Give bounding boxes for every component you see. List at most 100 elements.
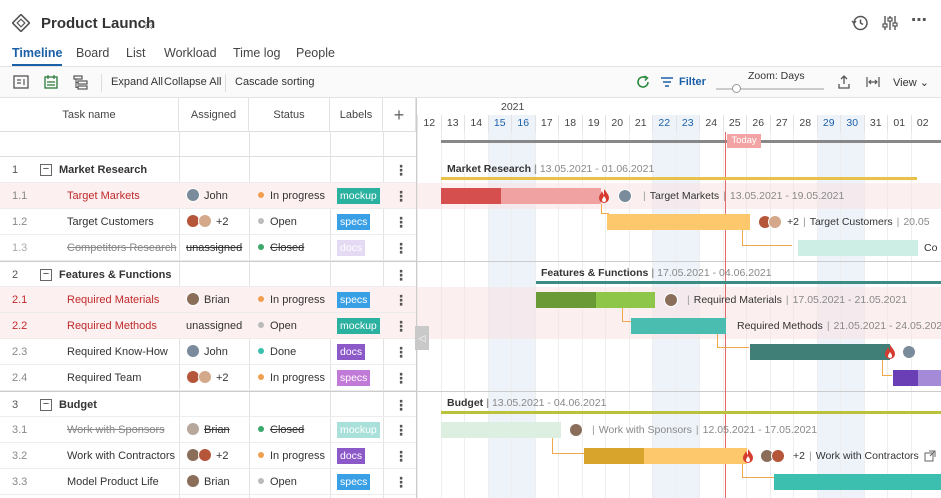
- status[interactable]: In progress: [258, 287, 332, 313]
- collapse-toggle-icon[interactable]: −: [40, 164, 52, 176]
- group-summary-bar[interactable]: [536, 281, 941, 284]
- task-name[interactable]: Model Product Life: [67, 476, 159, 488]
- row-menu-icon[interactable]: ⋮: [394, 474, 408, 490]
- history-icon[interactable]: [851, 14, 869, 32]
- tab-time-log[interactable]: Time log: [233, 46, 281, 60]
- label-chip[interactable]: docs: [337, 344, 366, 360]
- cascade-sorting-button[interactable]: Cascade sorting: [235, 76, 315, 88]
- column-task-name[interactable]: Task name: [0, 98, 179, 132]
- tab-timeline[interactable]: Timeline: [12, 46, 63, 66]
- task-row[interactable]: 3.3 Model Product Life Brian Open specs …: [0, 469, 416, 495]
- label-chip[interactable]: docs: [337, 240, 366, 256]
- refresh-icon[interactable]: [635, 74, 651, 90]
- fit-width-icon[interactable]: [865, 74, 881, 90]
- task-bar[interactable]: [750, 344, 890, 360]
- task-name[interactable]: Required Materials: [67, 294, 160, 306]
- status[interactable]: In progress: [258, 365, 332, 391]
- calendar-icon[interactable]: [43, 74, 59, 90]
- label-chip[interactable]: specs: [337, 474, 371, 490]
- status[interactable]: Open: [258, 313, 332, 339]
- task-row[interactable]: 1.3 Competitors Research unassigned Clos…: [0, 235, 416, 261]
- status[interactable]: In progress: [258, 443, 332, 469]
- filter-button[interactable]: Filter: [679, 76, 706, 88]
- task-bar[interactable]: [607, 214, 750, 230]
- column-assigned[interactable]: Assigned: [179, 98, 249, 132]
- task-name[interactable]: Market Research: [59, 164, 148, 176]
- task-bar[interactable]: [631, 318, 726, 334]
- task-row[interactable]: 2.3 Required Know-How John Done docs ⋮: [0, 339, 416, 365]
- star-icon[interactable]: ☆: [142, 16, 156, 33]
- task-row-group[interactable]: 2 − Features & Functions ⋮: [0, 261, 416, 287]
- row-menu-icon[interactable]: ⋮: [394, 422, 408, 438]
- assignee[interactable]: Brian: [186, 469, 252, 495]
- group-summary-bar[interactable]: [441, 177, 917, 180]
- label-chip[interactable]: docs: [337, 448, 366, 464]
- row-menu-icon[interactable]: ⋮: [394, 344, 408, 360]
- row-menu-icon[interactable]: ⋮: [394, 448, 408, 464]
- zoom-slider-handle[interactable]: [732, 84, 741, 93]
- task-bar[interactable]: [596, 292, 655, 308]
- task-row-group[interactable]: 3 − Budget ⋮: [0, 391, 416, 417]
- toggle-grid-icon[interactable]: [13, 74, 29, 90]
- status[interactable]: Closed: [258, 235, 332, 261]
- tab-workload[interactable]: Workload: [164, 46, 217, 60]
- task-row[interactable]: 2.1 Required Materials Brian In progress…: [0, 287, 416, 313]
- export-icon[interactable]: [836, 74, 852, 90]
- share-icon[interactable]: [924, 450, 936, 462]
- task-name[interactable]: Target Customers: [67, 216, 154, 228]
- task-row[interactable]: 3.1 Work with Sponsors Brian Closed mock…: [0, 417, 416, 443]
- collapse-toggle-icon[interactable]: −: [40, 269, 52, 281]
- label-chip[interactable]: specs: [337, 292, 371, 308]
- task-bar[interactable]: [798, 240, 918, 256]
- task-name[interactable]: Competitors Research: [67, 242, 177, 254]
- task-name[interactable]: Required Team: [67, 372, 142, 384]
- task-bar-progress[interactable]: [441, 188, 501, 204]
- group-bar-title[interactable]: Market Research | 13.05.2021 - 01.06.202…: [447, 163, 655, 175]
- label-chip[interactable]: specs: [337, 214, 371, 230]
- group-bar-title[interactable]: Budget | 13.05.2021 - 04.06.2021: [447, 397, 607, 409]
- task-bar-progress[interactable]: [893, 370, 918, 386]
- view-dropdown[interactable]: View ⌄: [893, 76, 929, 89]
- filter-icon[interactable]: [659, 74, 675, 90]
- assignee-name[interactable]: unassigned: [186, 242, 243, 254]
- status[interactable]: In progress: [258, 183, 332, 209]
- task-row[interactable]: 3.2 Work with Contractors +2 In progress…: [0, 443, 416, 469]
- assignee[interactable]: Brian: [186, 287, 252, 313]
- row-menu-icon[interactable]: ⋮: [394, 370, 408, 386]
- assignee[interactable]: +2: [186, 365, 252, 391]
- status[interactable]: Done: [258, 339, 332, 365]
- task-bar[interactable]: [918, 370, 941, 386]
- collapse-grid-handle[interactable]: ◁: [415, 326, 429, 350]
- column-status[interactable]: Status: [249, 98, 330, 132]
- zoom-slider-track[interactable]: [716, 88, 824, 90]
- task-name[interactable]: Features & Functions: [59, 269, 171, 281]
- today-badge[interactable]: Today: [727, 134, 761, 148]
- status[interactable]: Open: [258, 469, 332, 495]
- task-row-group[interactable]: 1 − Market Research ⋮: [0, 157, 416, 183]
- row-menu-icon[interactable]: ⋮: [394, 240, 408, 256]
- task-name[interactable]: Work with Sponsors: [67, 424, 165, 436]
- task-bar[interactable]: [441, 422, 561, 438]
- task-name[interactable]: Required Know-How: [67, 346, 168, 358]
- status[interactable]: Closed: [258, 417, 332, 443]
- assignee[interactable]: John: [186, 339, 252, 365]
- collapse-all-button[interactable]: Collapse All: [164, 76, 222, 88]
- settings-sliders-icon[interactable]: [881, 14, 899, 32]
- task-bar-progress[interactable]: [536, 292, 596, 308]
- label-chip[interactable]: mockup: [337, 318, 380, 334]
- label-chip[interactable]: specs: [337, 370, 371, 386]
- column-labels[interactable]: Labels: [330, 98, 383, 132]
- task-row[interactable]: 2.4 Required Team +2 In progress specs ⋮: [0, 365, 416, 391]
- tab-people[interactable]: People: [296, 46, 335, 60]
- row-menu-icon[interactable]: ⋮: [394, 214, 408, 230]
- hierarchy-icon[interactable]: [73, 74, 89, 90]
- more-options-icon[interactable]: ⋯: [911, 12, 927, 29]
- task-name[interactable]: Target Markets: [67, 190, 140, 202]
- task-bar[interactable]: [501, 188, 601, 204]
- task-row[interactable]: 2.2 Required Methods unassigned Open moc…: [0, 313, 416, 339]
- assignee[interactable]: Brian: [186, 417, 252, 443]
- row-menu-icon[interactable]: ⋮: [394, 188, 408, 204]
- assignee-name[interactable]: unassigned: [186, 320, 243, 332]
- row-menu-icon[interactable]: ⋮: [394, 292, 408, 308]
- row-menu-icon[interactable]: ⋮: [394, 267, 408, 283]
